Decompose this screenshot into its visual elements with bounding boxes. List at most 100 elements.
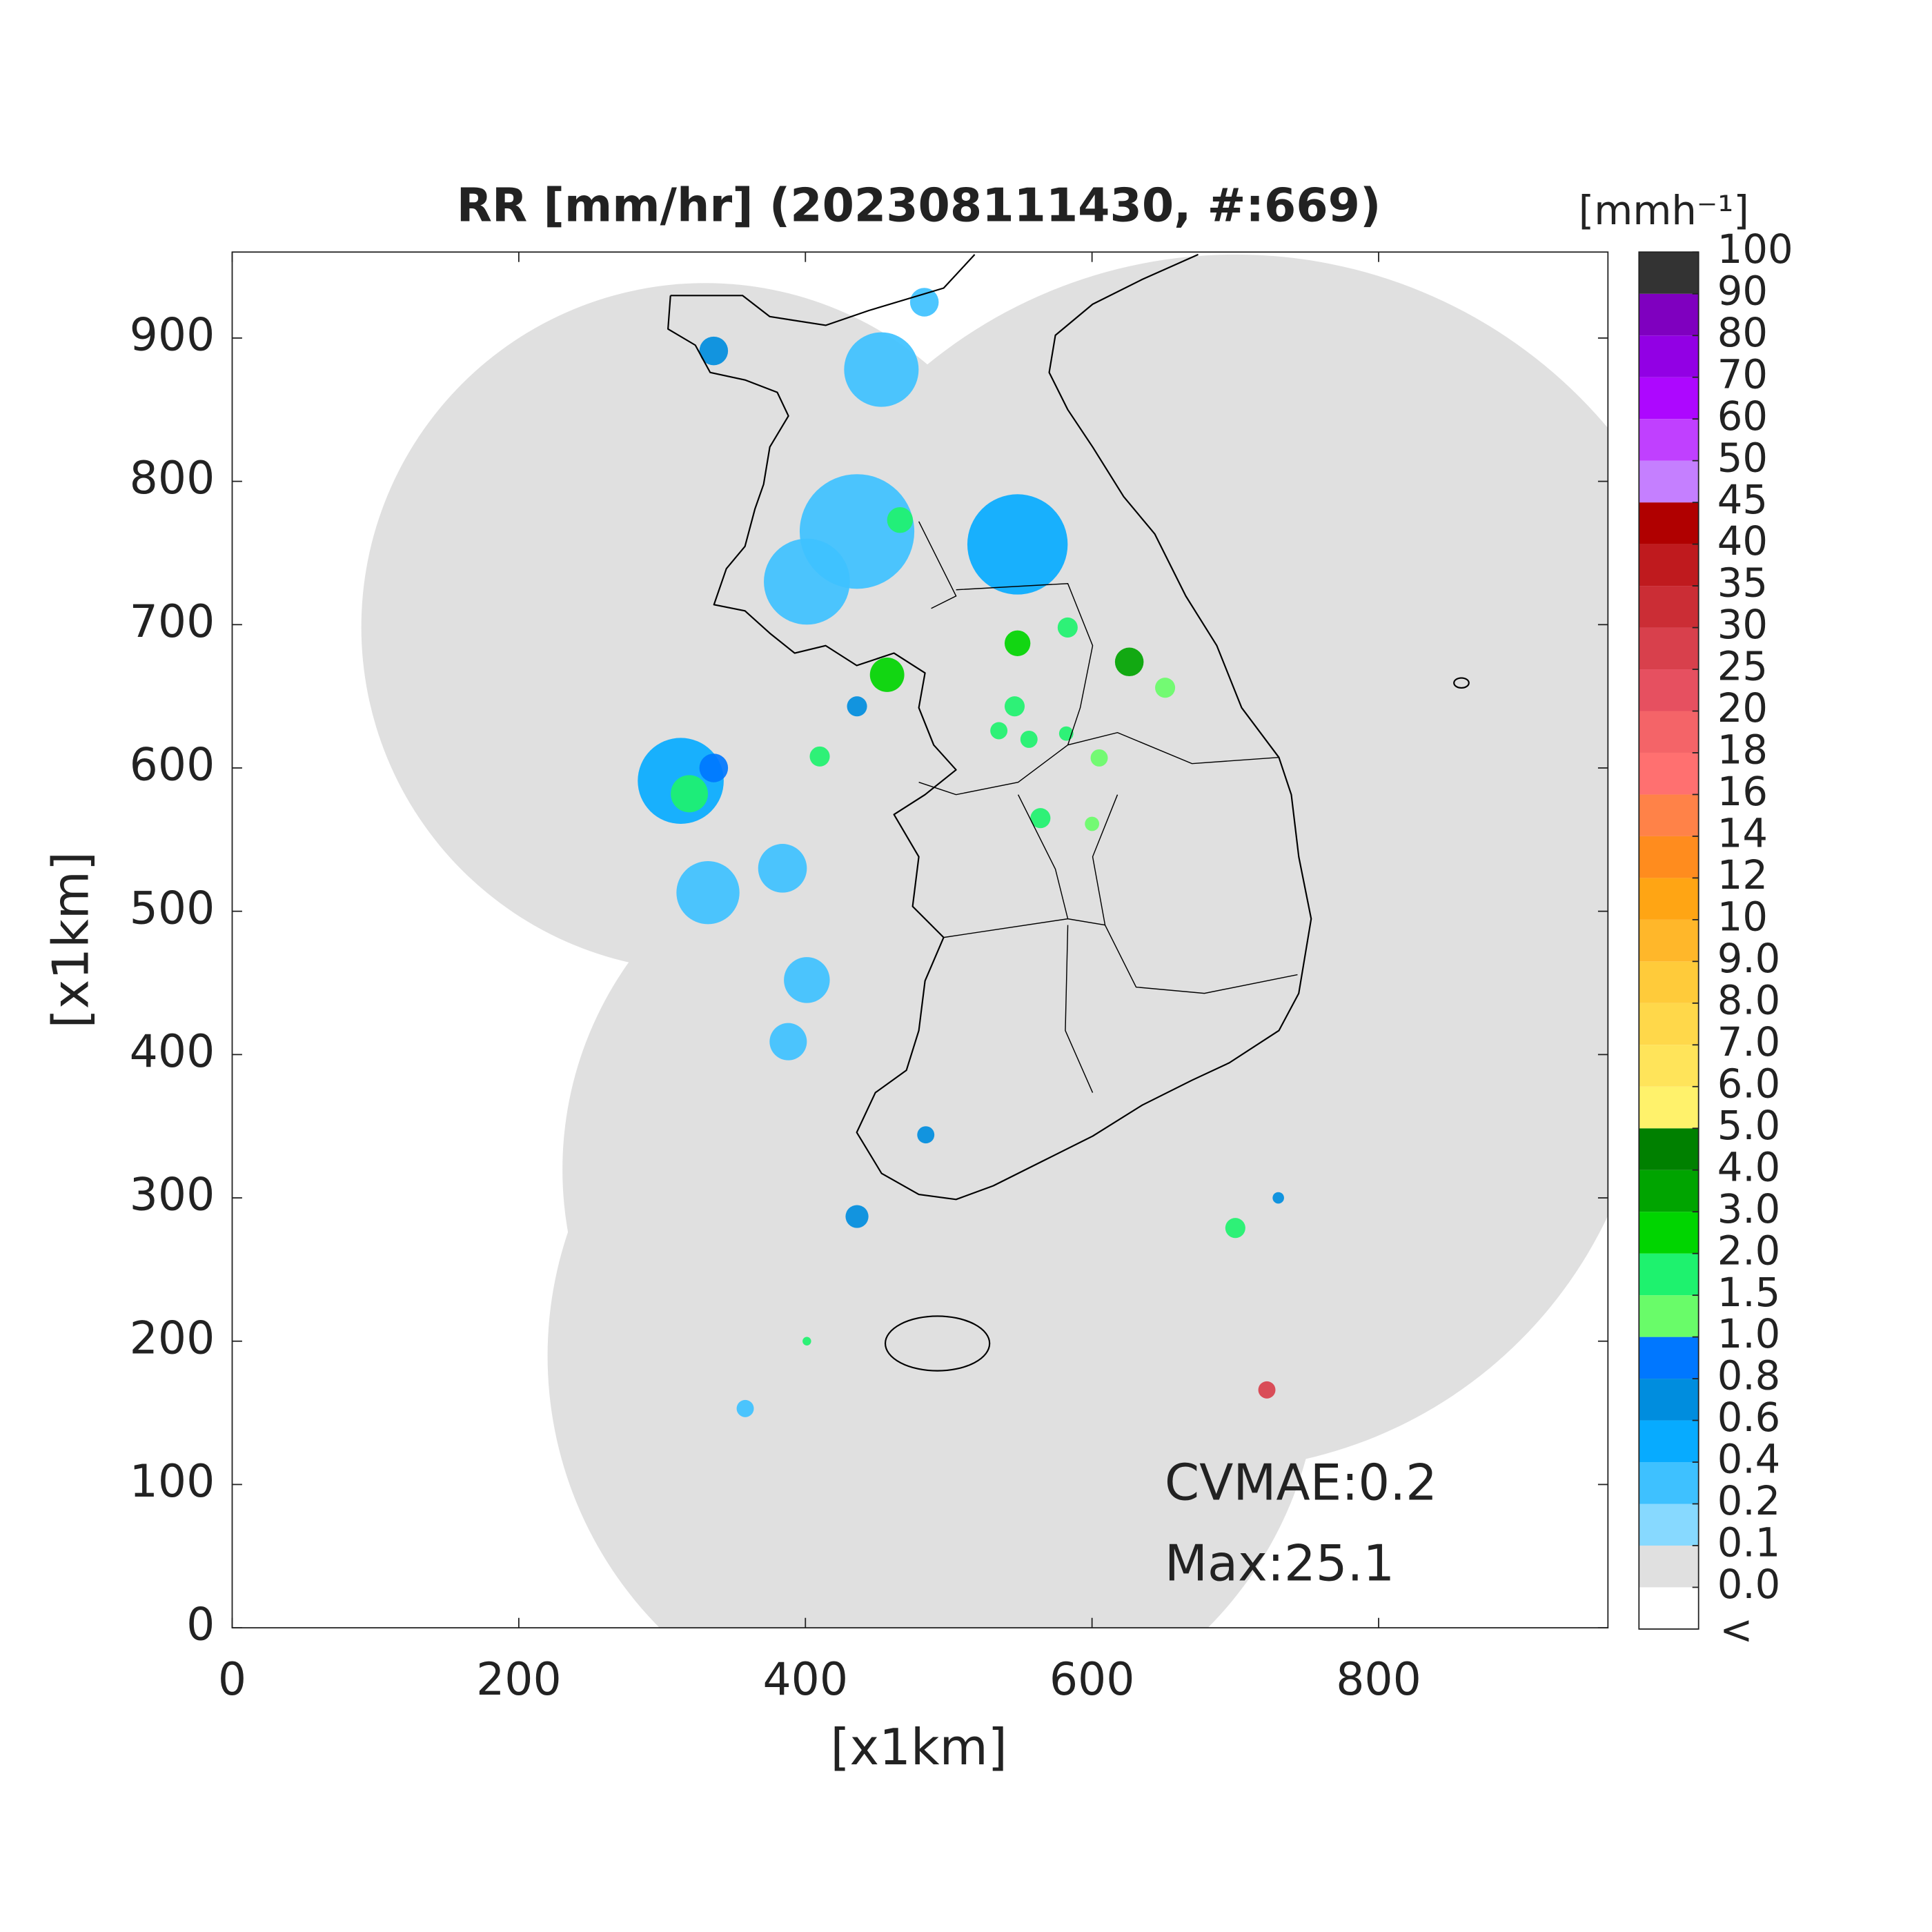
colorbar-label: 12: [1717, 852, 1768, 898]
colorbar-segment: [1639, 1212, 1699, 1254]
colorbar-label: 4.0: [1717, 1144, 1781, 1190]
y-tick-label: 900: [130, 309, 215, 361]
plot-frame: [231, 251, 1609, 1629]
x-tick-label: 200: [476, 1654, 562, 1706]
colorbar-segment: [1639, 1045, 1699, 1087]
colorbar-label: 2.0: [1717, 1228, 1781, 1274]
colorbar-label: <: [1719, 1607, 1753, 1653]
rain-cell: [844, 332, 919, 407]
rain-cell: [676, 860, 740, 925]
rain-cell: [1272, 1192, 1284, 1204]
chart-title: RR [mm/hr] (202308111430, #:669): [457, 178, 1381, 232]
x-axis-label: [x1km]: [830, 1718, 1007, 1776]
y-tick-label: 100: [130, 1456, 215, 1508]
colorbar-label: 1.0: [1717, 1311, 1781, 1357]
colorbar-segment: [1639, 794, 1699, 836]
colorbar-label: 8.0: [1717, 977, 1781, 1023]
x-tick-label: 0: [218, 1654, 246, 1706]
x-tick-label: 800: [1336, 1654, 1421, 1706]
colorbar-segment: [1639, 377, 1699, 420]
rain-cell: [1004, 630, 1031, 656]
colorbar-label: 90: [1717, 268, 1768, 314]
colorbar-segment: [1639, 627, 1699, 670]
colorbar-segment: [1639, 1170, 1699, 1212]
rain-cell: [769, 1023, 807, 1061]
colorbar-label: 30: [1717, 602, 1768, 648]
colorbar-label: 9.0: [1717, 936, 1781, 982]
rain-cell: [909, 288, 939, 317]
colorbar-segment: [1639, 1504, 1699, 1546]
colorbar-segment: [1639, 460, 1699, 503]
colorbar-label: 7.0: [1717, 1019, 1781, 1065]
rain-cell: [802, 1337, 811, 1346]
colorbar-segment: [1639, 878, 1699, 920]
colorbar-segment: [1639, 1379, 1699, 1421]
colorbar-label: 3.0: [1717, 1186, 1781, 1232]
y-tick-label: 300: [130, 1170, 215, 1221]
rain-cell: [1020, 730, 1038, 748]
rain-cell: [887, 506, 914, 533]
colorbar-label: 40: [1717, 518, 1768, 564]
y-tick-label: 800: [130, 453, 215, 504]
y-tick-label: 600: [130, 740, 215, 791]
y-tick-label: 200: [130, 1312, 215, 1364]
colorbar-label: 0.8: [1717, 1353, 1781, 1399]
rain-cell: [764, 538, 850, 625]
colorbar-label: 5.0: [1717, 1103, 1781, 1149]
x-tick-label: 600: [1049, 1654, 1135, 1706]
x-tick-label: 400: [762, 1654, 848, 1706]
colorbar-segment: [1639, 961, 1699, 1003]
y-tick-label: 400: [130, 1026, 215, 1078]
rain-cell: [967, 494, 1068, 595]
colorbar-segment: [1639, 752, 1699, 795]
colorbar-segment: [1639, 711, 1699, 753]
colorbar-segment: [1639, 919, 1699, 962]
colorbar-label: 70: [1717, 351, 1768, 397]
rain-cell: [917, 1126, 935, 1144]
colorbar-segment: [1639, 252, 1699, 294]
map-outline: [667, 253, 1470, 1372]
y-tick-label: 700: [130, 596, 215, 648]
colorbar-label: 1.5: [1717, 1270, 1781, 1316]
colorbar-segment: [1639, 1003, 1699, 1045]
colorbar-segment: [1639, 544, 1699, 586]
colorbar-label: 18: [1717, 727, 1768, 773]
rain-cell: [1225, 1218, 1245, 1239]
rain-cell: [699, 753, 729, 782]
coastline: [667, 253, 1312, 1201]
colorbar-frame: [1638, 251, 1699, 1630]
rain-cell: [784, 957, 830, 1003]
coverage-circle: [763, 583, 1608, 1470]
colorbar-segment: [1639, 502, 1699, 544]
colorbar-segment: [1639, 1587, 1699, 1629]
colorbar-segment: [1639, 1295, 1699, 1337]
rain-cell: [736, 1399, 754, 1417]
colorbar-segment: [1639, 1420, 1699, 1463]
colorbar-label: 20: [1717, 685, 1768, 731]
rain-cell: [1090, 749, 1108, 767]
colorbar-segment: [1639, 1253, 1699, 1296]
radar-coverage: [361, 255, 1608, 1628]
colorbar-segment: [1639, 1545, 1699, 1588]
colorbar-label: 16: [1717, 769, 1768, 815]
rain-cell: [1004, 696, 1025, 717]
colorbar-label: 0.1: [1717, 1520, 1781, 1566]
rain-cell: [1057, 617, 1078, 638]
colorbar-segment: [1639, 669, 1699, 711]
rain-cells: [638, 288, 1284, 1417]
colorbar-segment: [1639, 1337, 1699, 1379]
colorbar-segment: [1639, 1128, 1699, 1170]
rain-cell: [758, 844, 807, 893]
colorbar-label: 100: [1717, 226, 1793, 273]
colorbar-segment: [1639, 293, 1699, 336]
colorbar-segment: [1639, 586, 1699, 628]
rain-cell: [990, 722, 1008, 740]
colorbar-label: 10: [1717, 894, 1768, 940]
colorbar-segment: [1639, 1462, 1699, 1504]
annotation: CVMAE:0.2: [1165, 1454, 1437, 1512]
rain-cell: [1085, 816, 1100, 831]
colorbar-label: 35: [1717, 560, 1768, 607]
jeju-island: [884, 1315, 991, 1372]
colorbar-label: 6.0: [1717, 1061, 1781, 1107]
